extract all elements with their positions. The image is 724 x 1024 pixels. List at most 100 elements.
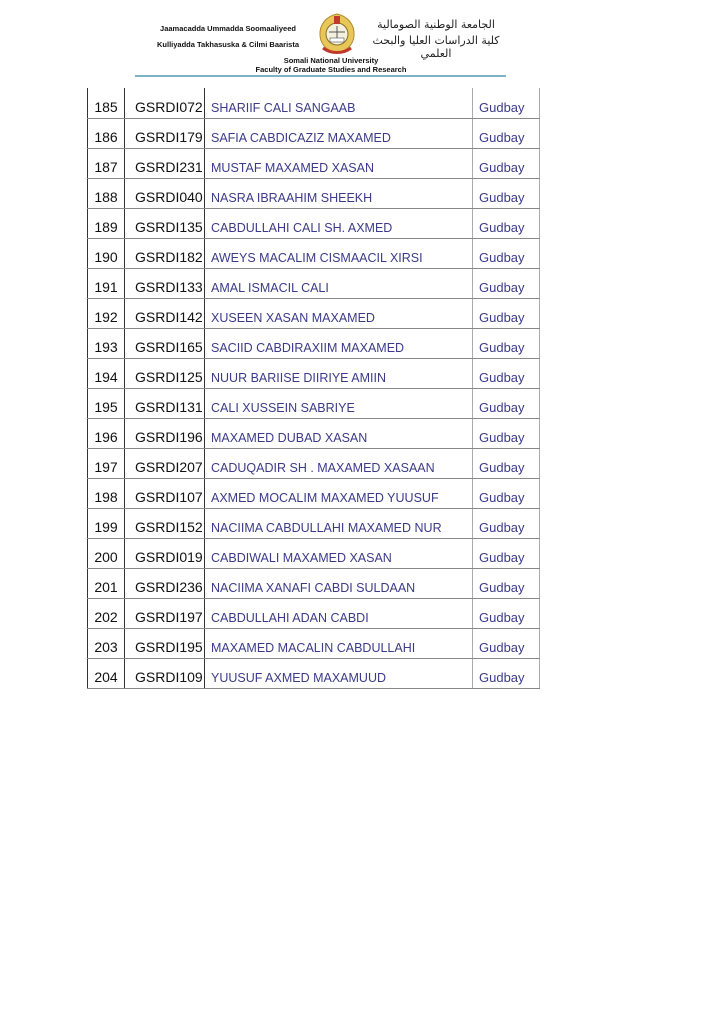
row-number: 194 (87, 358, 125, 389)
student-name: MUSTAF MAXAMED XASAN (204, 148, 473, 179)
table-row: 203 GSRDI195 MAXAMED MACALIN CABDULLAHI Gud… (87, 628, 540, 659)
table-row: 202 GSRDI197 CABDULLAHI ADAN CABDI Gudbay (87, 598, 540, 629)
row-number: 193 (87, 328, 125, 359)
header-somali-university: Jaamacadda Ummadda Soomaaliyeed (160, 24, 296, 33)
table-row: 192 GSRDI142 XUSEEN XASAN MAXAMED Gudbay (87, 298, 540, 329)
result-status: Gudbay (472, 418, 540, 449)
result-status: Gudbay (472, 358, 540, 389)
result-status: Gudbay (472, 508, 540, 539)
table-row: 200 GSRDI019 CABDIWALI MAXAMED XASAN Gudbay (87, 538, 540, 569)
student-id: GSRDI072 (124, 88, 205, 119)
student-id: GSRDI125 (124, 358, 205, 389)
student-id: GSRDI133 (124, 268, 205, 299)
result-status: Gudbay (472, 478, 540, 509)
row-number: 196 (87, 418, 125, 449)
student-id: GSRDI152 (124, 508, 205, 539)
header-faculty-name: Faculty of Graduate Studies and Research (255, 65, 407, 74)
result-status: Gudbay (472, 238, 540, 269)
result-status: Gudbay (472, 598, 540, 629)
table-row: 204 GSRDI109 YUUSUF AXMED MAXAMUUD Gudbay (87, 658, 540, 689)
table-row: 190 GSRDI182 AWEYS MACALIM CISMAACIL XIRSI… (87, 238, 540, 269)
student-name: NACIIMA XANAFI CABDI SULDAAN (204, 568, 473, 599)
header-divider (135, 75, 506, 77)
student-id: GSRDI195 (124, 628, 205, 659)
student-id: GSRDI236 (124, 568, 205, 599)
student-name: AWEYS MACALIM CISMAACIL XIRSI (204, 238, 473, 269)
student-name: MAXAMED DUBAD XASAN (204, 418, 473, 449)
table-row: 195 GSRDI131 CALI XUSSEIN SABRIYE Gudbay (87, 388, 540, 419)
student-id: GSRDI019 (124, 538, 205, 569)
row-number: 201 (87, 568, 125, 599)
row-number: 202 (87, 598, 125, 629)
student-id: GSRDI231 (124, 148, 205, 179)
table-row: 186 GSRDI179 SAFIA CABDICAZIZ MAXAMED Gudba… (87, 118, 540, 149)
student-id: GSRDI107 (124, 478, 205, 509)
student-id: GSRDI197 (124, 598, 205, 629)
student-name: AXMED MOCALIM MAXAMED YUUSUF (204, 478, 473, 509)
student-name: SHARIIF CALI SANGAAB (204, 88, 473, 119)
row-number: 197 (87, 448, 125, 479)
student-id: GSRDI142 (124, 298, 205, 329)
student-name: SACIID CABDIRAXIIM MAXAMED (204, 328, 473, 359)
row-number: 190 (87, 238, 125, 269)
student-name: CADUQADIR SH . MAXAMED XASAAN (204, 448, 473, 479)
student-name: NACIIMA CABDULLAHI MAXAMED NUR (204, 508, 473, 539)
row-number: 200 (87, 538, 125, 569)
header-arabic-university: الجامعة الوطنية الصومالية (377, 18, 495, 31)
table-row: 194 GSRDI125 NUUR BARIISE DIIRIYE AMIIN Gud… (87, 358, 540, 389)
student-id: GSRDI182 (124, 238, 205, 269)
table-row: 197 GSRDI207 CADUQADIR SH . MAXAMED XASAAN… (87, 448, 540, 479)
table-row: 191 GSRDI133 AMAL ISMACIL CALI Gudbay (87, 268, 540, 299)
table-row: 185 GSRDI072 SHARIIF CALI SANGAAB Gudbay (87, 88, 540, 119)
table-row: 196 GSRDI196 MAXAMED DUBAD XASAN Gudbay (87, 418, 540, 449)
result-status: Gudbay (472, 118, 540, 149)
row-number: 199 (87, 508, 125, 539)
student-id: GSRDI135 (124, 208, 205, 239)
result-status: Gudbay (472, 658, 540, 689)
row-number: 198 (87, 478, 125, 509)
student-id: GSRDI179 (124, 118, 205, 149)
student-name: SAFIA CABDICAZIZ MAXAMED (204, 118, 473, 149)
student-id: GSRDI040 (124, 178, 205, 209)
student-name: NUUR BARIISE DIIRIYE AMIIN (204, 358, 473, 389)
result-status: Gudbay (472, 208, 540, 239)
result-status: Gudbay (472, 298, 540, 329)
table-row: 187 GSRDI231 MUSTAF MAXAMED XASAN Gudbay (87, 148, 540, 179)
student-name: CABDULLAHI CALI SH. AXMED (204, 208, 473, 239)
result-status: Gudbay (472, 88, 540, 119)
result-status: Gudbay (472, 448, 540, 479)
student-id: GSRDI196 (124, 418, 205, 449)
row-number: 192 (87, 298, 125, 329)
student-id: GSRDI207 (124, 448, 205, 479)
header-arabic-faculty: كلية الدراسات العليا والبحث العلمي (372, 34, 500, 60)
result-status: Gudbay (472, 628, 540, 659)
student-name: NASRA IBRAAHIM SHEEKH (204, 178, 473, 209)
student-name: CABDIWALI MAXAMED XASAN (204, 538, 473, 569)
results-table: 185 GSRDI072 SHARIIF CALI SANGAAB Gudbay 186… (87, 88, 540, 689)
student-id: GSRDI165 (124, 328, 205, 359)
row-number: 189 (87, 208, 125, 239)
header-somali-faculty: Kulliyadda Takhasuska & Cilmi Baarista (157, 40, 299, 49)
table-row: 199 GSRDI152 NACIIMA CABDULLAHI MAXAMED NU… (87, 508, 540, 539)
result-status: Gudbay (472, 538, 540, 569)
result-status: Gudbay (472, 148, 540, 179)
header-university-name: Somali National University (283, 56, 379, 65)
row-number: 204 (87, 658, 125, 689)
student-name: YUUSUF AXMED MAXAMUUD (204, 658, 473, 689)
table-row: 188 GSRDI040 NASRA IBRAAHIM SHEEKH Gudbay (87, 178, 540, 209)
row-number: 186 (87, 118, 125, 149)
row-number: 191 (87, 268, 125, 299)
result-status: Gudbay (472, 568, 540, 599)
row-number: 185 (87, 88, 125, 119)
result-status: Gudbay (472, 328, 540, 359)
university-logo-icon (319, 13, 355, 54)
result-status: Gudbay (472, 178, 540, 209)
table-row: 198 GSRDI107 AXMED MOCALIM MAXAMED YUUSUF G… (87, 478, 540, 509)
student-name: CALI XUSSEIN SABRIYE (204, 388, 473, 419)
row-number: 195 (87, 388, 125, 419)
result-status: Gudbay (472, 388, 540, 419)
row-number: 203 (87, 628, 125, 659)
student-name: XUSEEN XASAN MAXAMED (204, 298, 473, 329)
student-id: GSRDI131 (124, 388, 205, 419)
row-number: 187 (87, 148, 125, 179)
